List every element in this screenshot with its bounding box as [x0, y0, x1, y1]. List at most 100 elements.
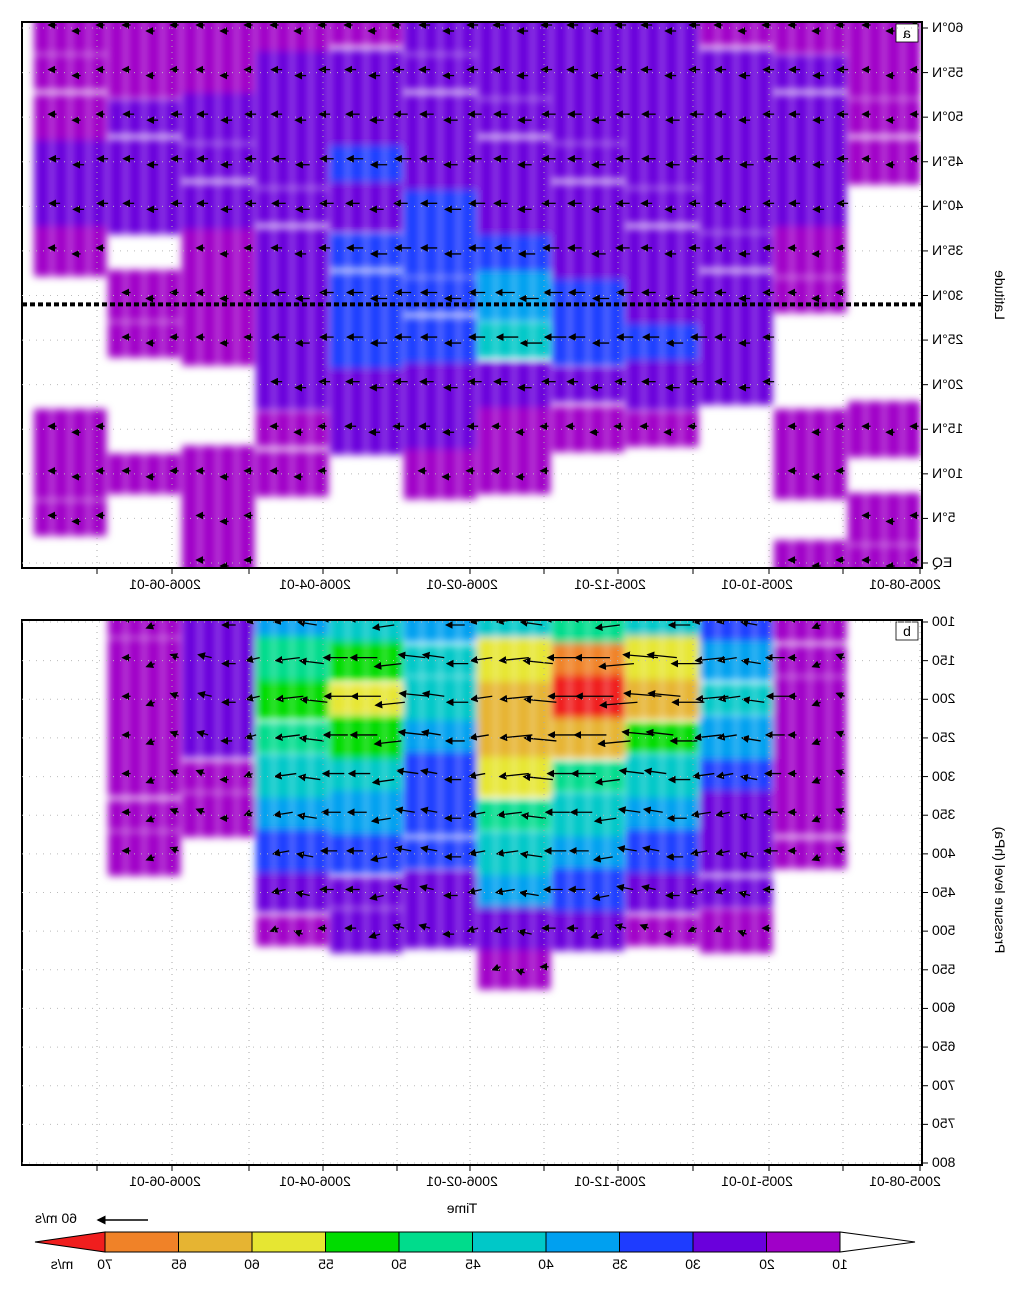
wind-speed-cell	[219, 643, 236, 679]
wind-speed-cell	[348, 272, 366, 319]
wind-speed-cell	[848, 492, 865, 544]
wind-speed-cell	[52, 133, 70, 190]
wind-speed-cell	[34, 94, 51, 141]
colorbar-segment	[104, 1231, 179, 1253]
wind-vector-arrow	[642, 845, 660, 853]
wind-speed-cell	[478, 99, 495, 135]
wind-speed-cell	[108, 453, 125, 495]
wind-speed-cell	[478, 22, 495, 49]
wind-speed-cell	[478, 230, 495, 272]
wind-speed-cell	[552, 761, 569, 792]
wind-vector-arrow	[811, 776, 821, 784]
y-tick-label: 350	[932, 806, 956, 823]
wind-speed-cell	[422, 870, 440, 915]
wind-speed-cell	[52, 409, 70, 450]
wind-speed-cell	[108, 831, 125, 876]
wind-vector-arrow	[243, 770, 253, 778]
wind-speed-cell	[663, 136, 680, 188]
wind-speed-cell	[570, 314, 588, 366]
wind-vector-arrow	[618, 620, 627, 621]
wind-speed-cell	[663, 829, 680, 879]
wind-speed-cell	[219, 445, 236, 502]
wind-speed-cell	[459, 186, 477, 227]
wind-vector-arrow	[623, 689, 662, 698]
wind-speed-cell	[256, 44, 273, 101]
wind-speed-cell	[515, 22, 532, 49]
wind-speed-cell	[330, 180, 347, 232]
wind-vector-arrow	[592, 854, 613, 863]
wind-speed-cell	[256, 636, 273, 685]
y-axis-title: Latitude	[992, 270, 1008, 320]
wind-speed-cell	[478, 638, 495, 683]
x-tick-label: 2005-08-01	[869, 576, 941, 592]
y-tick-label: 300	[932, 767, 956, 784]
wind-speed-cell	[182, 22, 199, 57]
wind-speed-cell	[755, 620, 773, 647]
wind-speed-cell	[478, 322, 495, 358]
wind-speed-cell	[404, 409, 421, 450]
wind-speed-cell	[145, 269, 162, 322]
wind-speed-cell	[367, 89, 384, 146]
wind-speed-cell	[311, 797, 329, 833]
wind-speed-cell	[367, 620, 384, 647]
wind-speed-cell	[459, 277, 477, 314]
wind-vector-arrow	[370, 816, 391, 825]
wind-vector-arrow	[617, 806, 641, 814]
wind-vector-arrow	[811, 622, 821, 630]
wind-vector-arrow	[245, 655, 260, 664]
wind-speed-cell	[459, 225, 477, 277]
wind-speed-cell	[570, 22, 588, 57]
wind-vector-arrow	[645, 728, 674, 737]
wind-vector-arrow	[739, 812, 754, 821]
wind-speed-cell	[459, 94, 477, 141]
wind-speed-cell	[533, 269, 551, 322]
wind-speed-cell	[145, 713, 162, 763]
wind-speed-cell	[607, 643, 625, 679]
wind-speed-cell	[311, 450, 329, 497]
wind-speed-cell	[311, 636, 329, 685]
wind-vector-arrow	[169, 807, 179, 816]
wind-speed-cell	[552, 674, 569, 724]
wind-speed-cell	[71, 409, 88, 450]
x-tick-label: 2006-02-01	[426, 576, 498, 592]
wind-speed-cell	[774, 752, 791, 801]
y-tick-label: EQ	[932, 554, 953, 570]
wind-vector-arrow	[369, 893, 384, 901]
wind-speed-cell	[71, 54, 88, 91]
wind-speed-cell	[52, 225, 70, 277]
wind-speed-cell	[663, 411, 680, 447]
wind-speed-cell	[404, 133, 421, 190]
wind-speed-cell	[200, 537, 218, 568]
wind-speed-cell	[145, 22, 162, 49]
wind-vector-arrow	[616, 845, 637, 853]
wind-vector-arrow	[614, 923, 627, 931]
wind-speed-cell	[348, 141, 366, 182]
wind-speed-cell	[478, 713, 495, 763]
wind-speed-cell	[663, 722, 680, 754]
wind-speed-cell	[404, 838, 421, 870]
wind-speed-cell	[663, 22, 680, 51]
wind-speed-cell	[274, 228, 292, 274]
wind-speed-cell	[219, 222, 236, 280]
wind-speed-cell	[774, 645, 791, 676]
wind-speed-cell	[330, 684, 347, 715]
wind-speed-cell	[348, 180, 366, 232]
wind-speed-cell	[737, 759, 754, 795]
wind-vector-arrow	[522, 773, 553, 782]
wind-speed-cell	[626, 228, 643, 274]
wind-speed-cell	[274, 450, 292, 497]
wind-vector-arrow	[468, 810, 486, 818]
wind-speed-cell	[848, 545, 865, 568]
wind-speed-cell	[459, 356, 477, 413]
wind-speed-cell	[792, 448, 810, 500]
wind-vector-arrow	[420, 767, 438, 776]
wind-speed-cell	[607, 22, 625, 57]
y-tick-label: 10°N	[932, 464, 964, 481]
wind-vector-arrow	[716, 655, 737, 664]
wind-speed-cell	[792, 186, 810, 227]
y-tick-label: 25°N	[932, 331, 964, 348]
wind-speed-cell	[885, 492, 902, 544]
wind-vector-arrow	[395, 620, 405, 621]
wind-speed-cell	[200, 498, 218, 539]
